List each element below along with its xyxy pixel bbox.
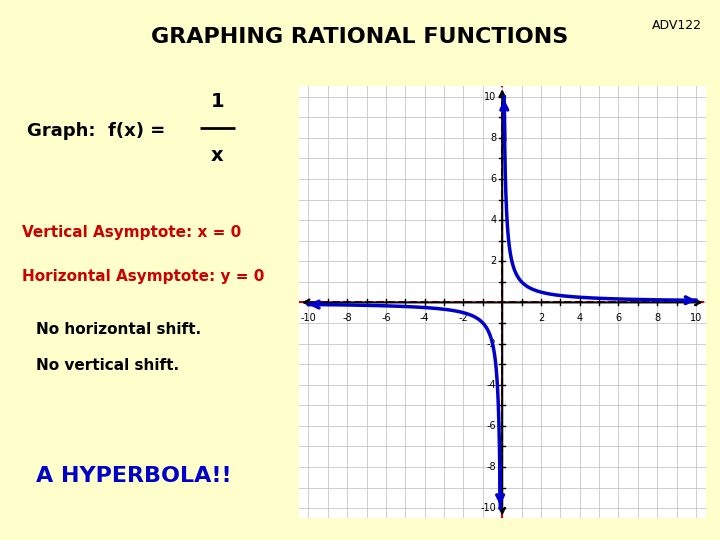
Text: 6: 6 xyxy=(490,174,496,184)
Text: 10: 10 xyxy=(484,92,496,102)
Text: -6: -6 xyxy=(487,421,496,431)
Text: -2: -2 xyxy=(487,339,496,348)
Text: -10: -10 xyxy=(301,313,316,323)
Text: 8: 8 xyxy=(490,133,496,143)
Text: 4: 4 xyxy=(577,313,582,323)
Text: -4: -4 xyxy=(487,380,496,390)
Text: GRAPHING RATIONAL FUNCTIONS: GRAPHING RATIONAL FUNCTIONS xyxy=(151,26,569,47)
Text: -4: -4 xyxy=(420,313,430,323)
Text: Vertical Asymptote: x = 0: Vertical Asymptote: x = 0 xyxy=(22,225,241,240)
Text: ADV122: ADV122 xyxy=(652,18,702,31)
Text: 10: 10 xyxy=(690,313,702,323)
Text: 1: 1 xyxy=(211,92,224,111)
Text: x: x xyxy=(211,146,224,165)
Text: 4: 4 xyxy=(490,215,496,225)
Text: 2: 2 xyxy=(490,256,496,266)
Text: 8: 8 xyxy=(654,313,660,323)
Text: -6: -6 xyxy=(381,313,391,323)
Text: No horizontal shift.: No horizontal shift. xyxy=(36,322,201,338)
Text: 2: 2 xyxy=(538,313,544,323)
Text: No vertical shift.: No vertical shift. xyxy=(36,358,179,373)
Text: 6: 6 xyxy=(616,313,621,323)
Text: -10: -10 xyxy=(481,503,496,513)
Text: -8: -8 xyxy=(343,313,352,323)
Text: Horizontal Asymptote: y = 0: Horizontal Asymptote: y = 0 xyxy=(22,269,264,284)
Text: -8: -8 xyxy=(487,462,496,472)
Text: A HYPERBOLA!!: A HYPERBOLA!! xyxy=(36,466,232,486)
Text: Graph:  f(x) =: Graph: f(x) = xyxy=(27,122,172,140)
Text: -2: -2 xyxy=(459,313,468,323)
